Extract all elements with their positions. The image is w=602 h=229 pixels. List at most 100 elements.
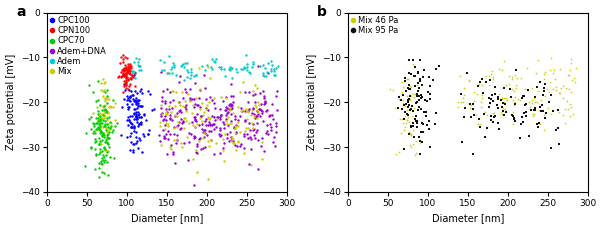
Point: [226, 67, 235, 70]
Point: [197, 122, 206, 125]
Point: [128, 114, 137, 118]
Point: [535, 121, 544, 125]
Point: [242, 117, 252, 121]
Point: [228, 100, 237, 104]
Point: [121, 73, 131, 77]
Point: [501, 109, 511, 112]
Point: [250, 104, 260, 107]
Point: [222, 122, 232, 125]
Point: [492, 95, 502, 99]
Point: [535, 123, 545, 126]
Point: [97, 142, 107, 146]
Point: [129, 117, 139, 120]
Point: [162, 110, 172, 114]
Point: [155, 133, 164, 137]
Point: [216, 115, 225, 118]
Point: [509, 89, 519, 93]
Point: [408, 93, 418, 96]
Point: [176, 110, 186, 114]
Point: [258, 119, 267, 123]
Point: [420, 98, 430, 102]
Point: [163, 123, 172, 126]
Point: [99, 135, 108, 139]
Point: [143, 132, 153, 136]
Point: [515, 136, 525, 140]
Point: [247, 111, 256, 114]
Point: [132, 99, 141, 103]
Point: [98, 153, 107, 156]
Point: [135, 89, 144, 93]
Point: [95, 118, 105, 122]
Point: [117, 76, 126, 79]
Point: [186, 70, 196, 74]
Point: [92, 153, 101, 157]
Point: [239, 152, 249, 155]
Point: [207, 114, 217, 118]
Point: [248, 122, 258, 126]
Point: [122, 65, 131, 69]
Point: [223, 123, 233, 127]
Point: [558, 84, 568, 88]
Point: [406, 94, 415, 98]
Point: [118, 67, 128, 71]
Point: [529, 109, 539, 112]
Point: [418, 76, 428, 79]
Point: [192, 103, 202, 107]
Point: [117, 74, 127, 77]
Point: [403, 115, 412, 118]
Point: [245, 136, 255, 139]
Point: [100, 148, 110, 151]
Point: [131, 135, 141, 139]
Point: [123, 68, 132, 71]
Point: [417, 83, 427, 87]
Point: [554, 142, 563, 146]
Point: [121, 76, 131, 80]
Point: [134, 57, 143, 60]
Point: [403, 118, 412, 122]
Point: [118, 60, 128, 63]
Point: [96, 116, 105, 120]
Point: [97, 156, 107, 159]
Point: [126, 64, 136, 68]
Point: [228, 142, 238, 145]
Point: [238, 80, 248, 83]
Point: [434, 64, 444, 68]
Point: [537, 103, 547, 106]
Point: [400, 103, 409, 106]
Point: [248, 93, 258, 96]
Point: [267, 63, 276, 67]
Point: [185, 96, 194, 100]
Point: [188, 123, 197, 126]
Point: [501, 110, 511, 114]
Point: [494, 106, 503, 110]
Point: [159, 136, 169, 140]
Point: [469, 113, 479, 117]
Point: [490, 93, 500, 96]
Point: [256, 144, 266, 147]
Point: [197, 127, 206, 131]
Point: [211, 141, 221, 145]
Point: [195, 88, 205, 92]
Point: [182, 61, 192, 65]
Point: [416, 130, 426, 134]
Point: [130, 70, 140, 74]
Point: [482, 74, 491, 78]
Point: [219, 159, 229, 163]
Point: [125, 98, 134, 102]
Point: [167, 71, 176, 75]
Point: [128, 97, 138, 101]
Point: [99, 113, 108, 117]
Point: [407, 114, 417, 118]
Point: [121, 80, 131, 84]
Point: [247, 108, 257, 112]
Point: [264, 132, 273, 136]
Point: [220, 108, 229, 112]
Point: [110, 101, 120, 104]
Point: [146, 93, 155, 96]
Point: [252, 114, 261, 118]
Point: [563, 107, 573, 111]
Point: [487, 93, 497, 97]
Point: [553, 108, 562, 111]
Point: [132, 118, 142, 121]
Point: [485, 101, 495, 105]
